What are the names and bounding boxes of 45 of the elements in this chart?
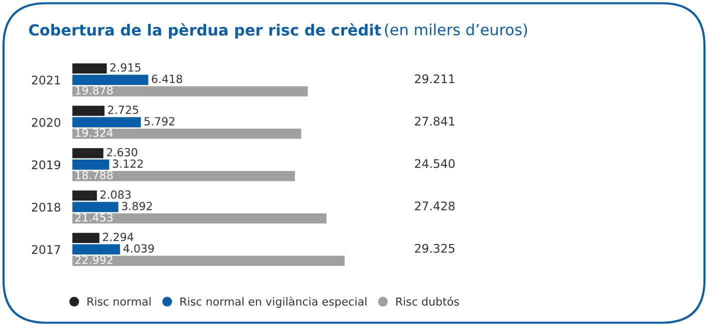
bar	[72, 106, 105, 116]
text: 29.211	[414, 74, 454, 84]
bar	[72, 74, 148, 85]
bar	[72, 63, 107, 74]
y-tick-label: 2017	[32, 245, 60, 254]
bar	[72, 256, 345, 266]
bar	[72, 170, 295, 182]
data-label: 19.878	[76, 86, 113, 95]
bar	[72, 148, 104, 158]
bar	[72, 128, 302, 139]
data-label: 6.418	[152, 74, 182, 84]
text: 27.428	[414, 202, 455, 210]
data-label: 5.792	[144, 117, 174, 126]
legend-label: Risc dubtós	[396, 296, 459, 306]
text: 27.841	[414, 116, 454, 126]
data-label: 3.122	[112, 159, 143, 168]
bar	[72, 160, 110, 170]
legend-label: Risc normal	[88, 297, 151, 306]
data-label: 2.915	[110, 63, 140, 72]
y-tick-label: 2018	[32, 202, 60, 212]
data-label: 22.992	[75, 256, 112, 264]
data-label: 2.294	[102, 232, 134, 242]
data-label: 2.725	[108, 106, 138, 114]
data-label: 2.083	[100, 190, 131, 199]
bar	[72, 117, 141, 128]
data-label: 3.892	[122, 202, 152, 210]
y-tick-label: 2019	[32, 160, 60, 170]
data-label: 2.630	[106, 148, 138, 156]
bar	[72, 202, 118, 212]
text: (en milers d’euros)	[385, 24, 527, 38]
legend-label: Risc normal en vigilància especial	[180, 296, 366, 308]
data-label: 18.788	[76, 170, 113, 180]
data-label: 4.039	[123, 244, 154, 253]
chart-title: Cobertura de la pèrdua per risc de crèdit	[29, 23, 382, 39]
bar	[72, 213, 326, 224]
bar	[72, 232, 100, 244]
data-label: 21.453	[75, 213, 113, 222]
y-tick-label: 2021	[32, 76, 60, 85]
y-tick-label: 2020	[32, 118, 60, 127]
bar	[72, 190, 97, 201]
text: 29.325	[414, 244, 454, 253]
text: 24.540	[414, 159, 455, 168]
bar	[72, 244, 120, 254]
data-label: 19.324	[76, 128, 113, 137]
bar	[72, 86, 308, 96]
